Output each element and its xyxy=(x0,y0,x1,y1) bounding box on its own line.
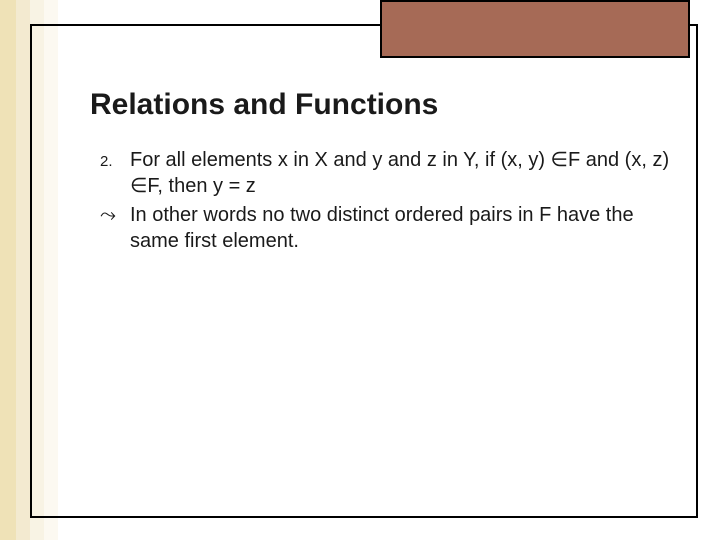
band-col-1 xyxy=(0,0,16,540)
band-col-2 xyxy=(16,0,30,540)
list-item: 2. For all elements x in X and y and z i… xyxy=(100,148,680,199)
content-area: Relations and Functions 2. For all eleme… xyxy=(90,88,680,258)
decor-box xyxy=(380,0,690,58)
slide: Relations and Functions 2. For all eleme… xyxy=(0,0,720,540)
list-item: ⤳ In other words no two distinct ordered… xyxy=(100,203,680,254)
slide-title: Relations and Functions xyxy=(90,88,680,122)
item-marker: 2. xyxy=(100,148,130,199)
item-text: In other words no two distinct ordered p… xyxy=(130,203,680,254)
item-marker: ⤳ xyxy=(100,203,130,254)
item-text: For all elements x in X and y and z in Y… xyxy=(130,148,680,199)
bullet-list: 2. For all elements x in X and y and z i… xyxy=(90,148,680,254)
